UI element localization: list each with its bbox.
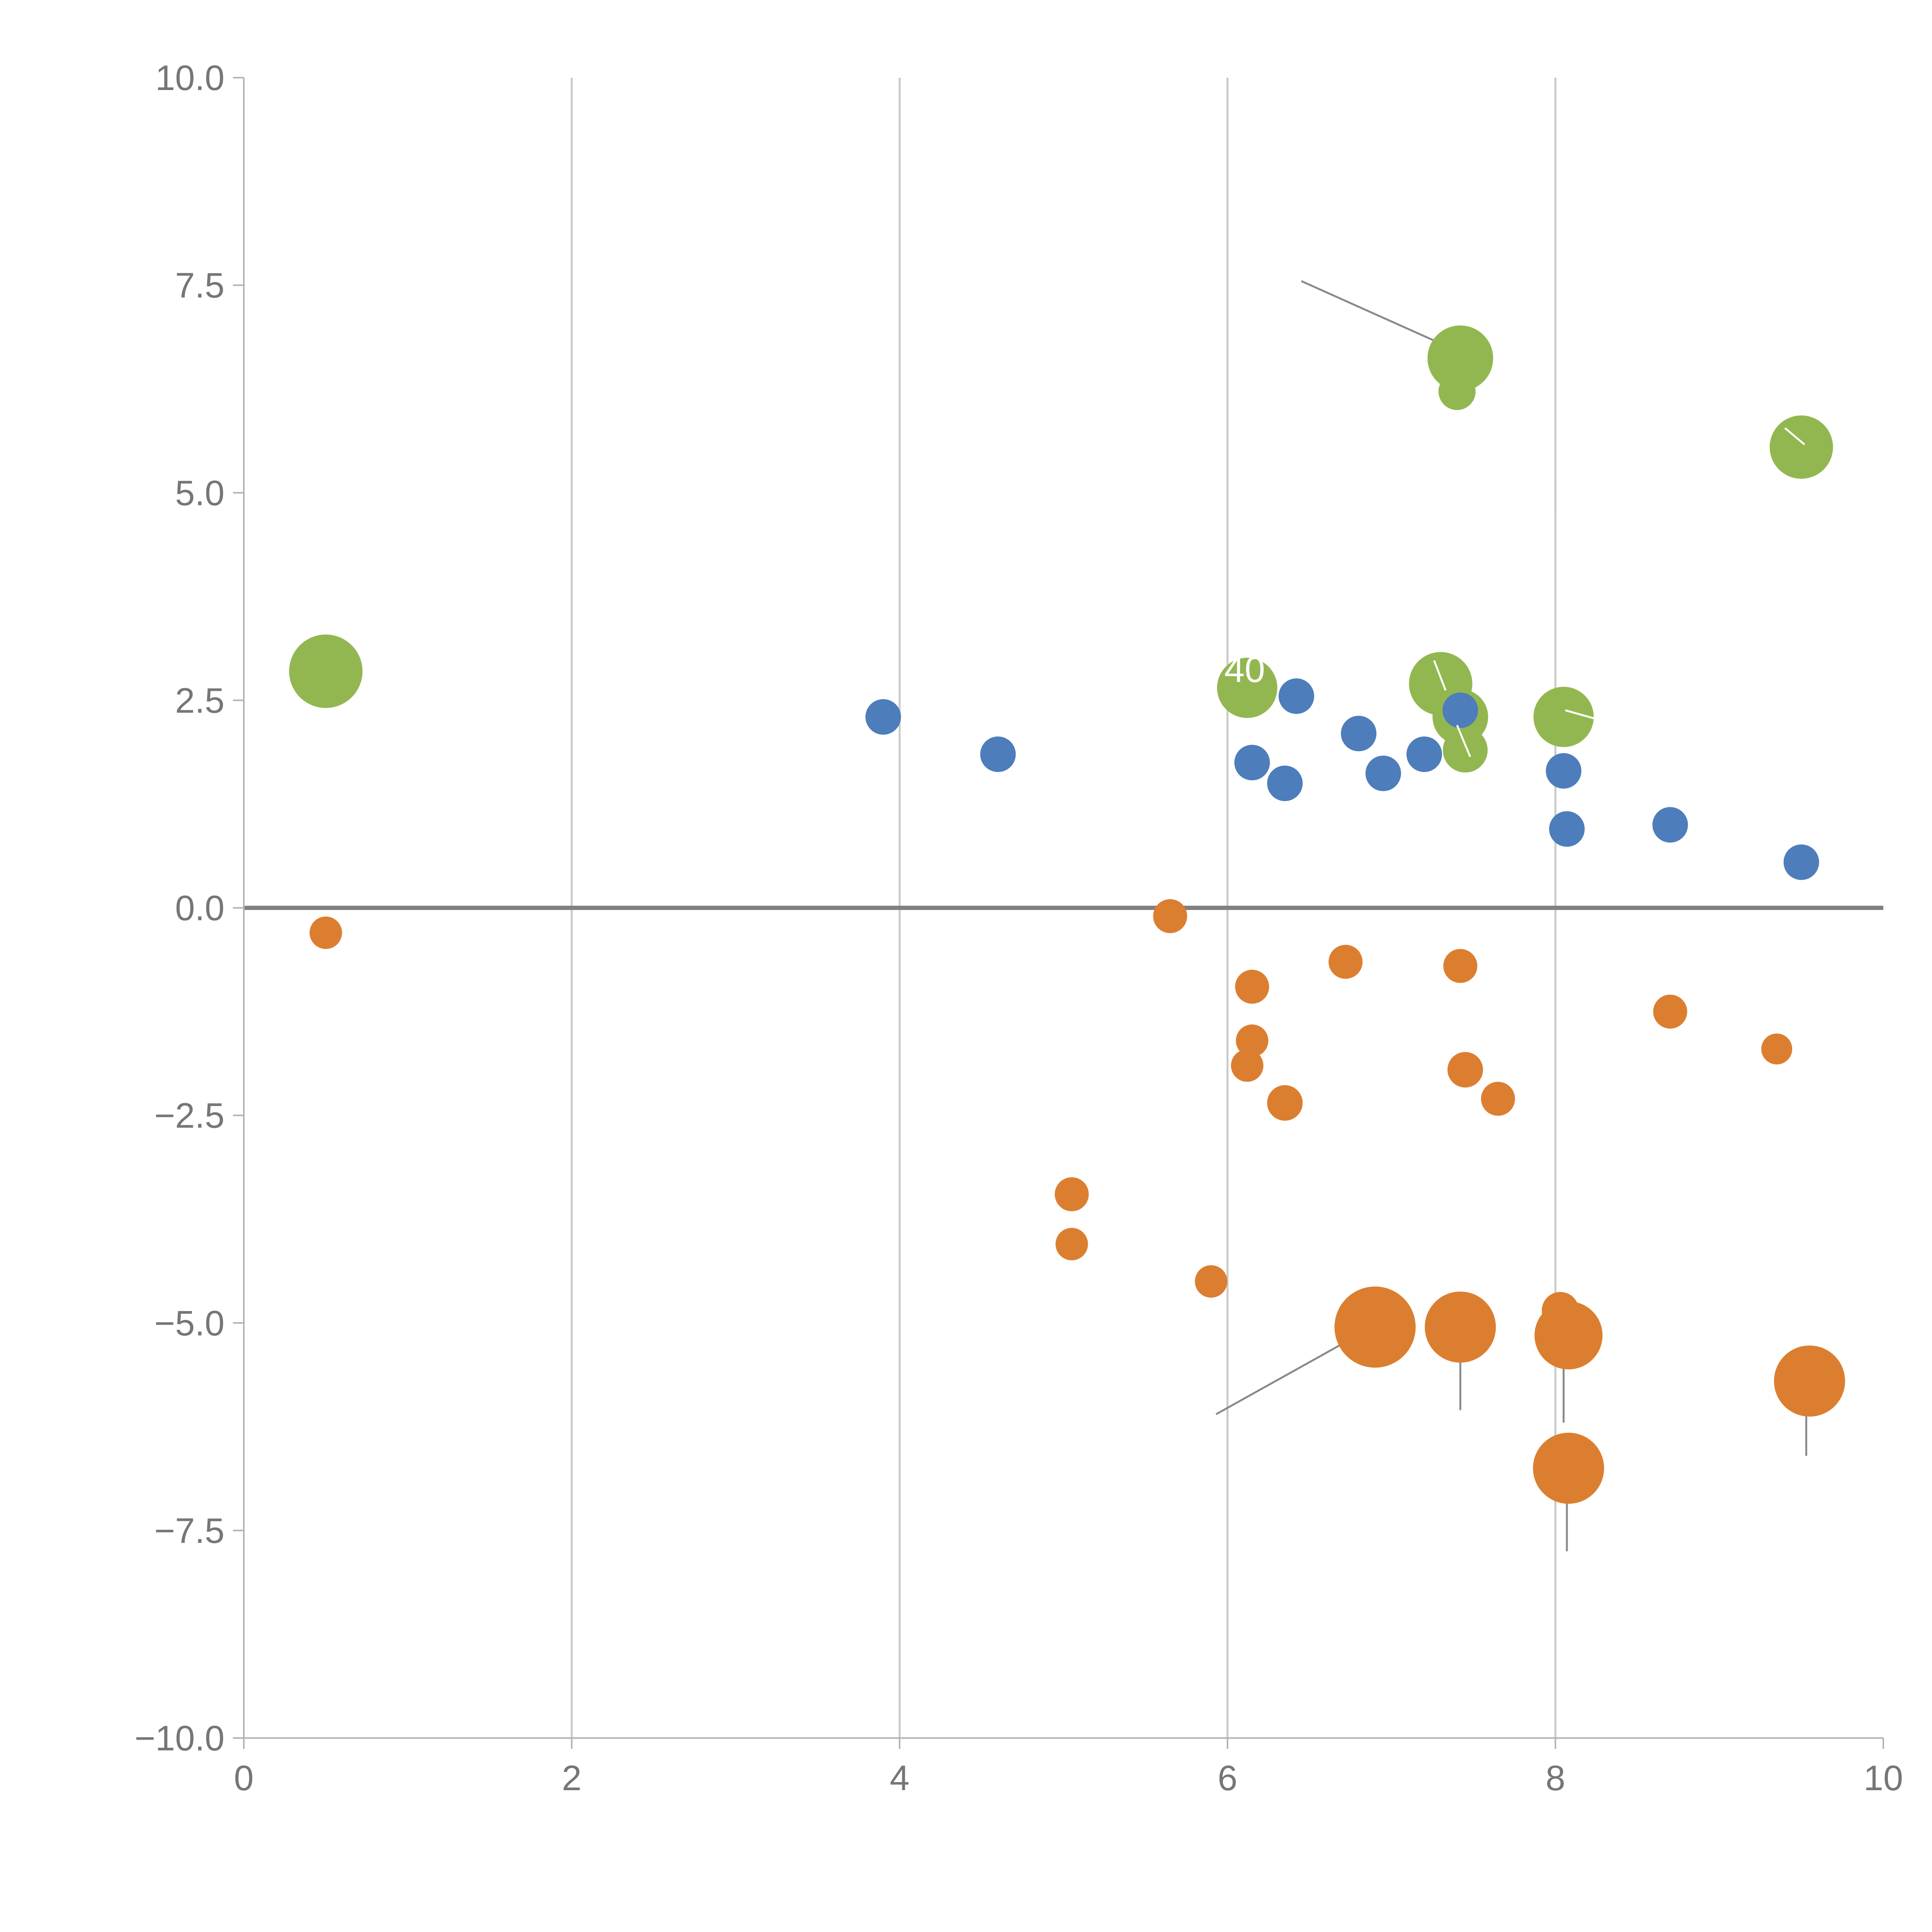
scatter-point-orange <box>1054 1177 1089 1211</box>
scatter-point-blue <box>1279 678 1315 714</box>
scatter-point-green <box>289 634 363 708</box>
y-tick-label: −7.5 <box>154 1511 224 1551</box>
scatter-point-blue <box>1267 765 1303 801</box>
x-tick-label: 8 <box>1546 1759 1565 1798</box>
scatter-point-orange <box>1235 969 1269 1004</box>
y-tick-label: −2.5 <box>154 1096 224 1136</box>
scatter-point-orange <box>1761 1033 1793 1065</box>
scatter-point-blue <box>1783 844 1819 880</box>
scatter-point-orange <box>310 916 342 949</box>
scatter-point-orange <box>1334 1286 1416 1368</box>
x-tick-label: 10 <box>1864 1759 1903 1798</box>
scatter-point-blue <box>1652 807 1688 843</box>
scatter-point-orange <box>1055 1228 1088 1260</box>
scatter-point-blue <box>1365 755 1401 791</box>
scatter-point-orange <box>1328 945 1363 979</box>
scatter-point-orange <box>1195 1265 1228 1298</box>
scatter-point-orange <box>1231 1049 1264 1082</box>
scatter-point-orange <box>1534 1301 1603 1369</box>
y-tick-label: −10.0 <box>134 1719 224 1758</box>
y-tick-label: 2.5 <box>175 681 224 720</box>
x-tick-label: 2 <box>562 1759 582 1798</box>
scatter-point-orange <box>1533 1432 1604 1504</box>
point-label: 40 <box>1224 649 1265 690</box>
y-tick-label: 7.5 <box>175 266 224 305</box>
scatter-point-blue <box>1341 716 1377 752</box>
scatter-point-blue <box>1442 692 1478 728</box>
scatter-point-orange <box>1774 1345 1845 1417</box>
y-tick-label: 5.0 <box>175 473 224 513</box>
scatter-point-blue <box>1406 736 1442 772</box>
scatter-point-orange <box>1153 899 1187 933</box>
scatter-point-blue <box>1549 811 1585 847</box>
x-tick-label: 0 <box>234 1759 253 1798</box>
annotation-line-over <box>1784 427 1805 446</box>
y-tick-label: −5.0 <box>154 1304 224 1343</box>
scatter-point-green <box>1443 728 1488 773</box>
scatter-point-blue <box>1234 745 1270 781</box>
scatter-point-green <box>1438 373 1476 410</box>
x-tick-label: 4 <box>890 1759 910 1798</box>
y-tick-label: 0.0 <box>175 889 224 928</box>
annotation-line <box>1301 280 1444 346</box>
annotation-line <box>1215 1332 1362 1415</box>
y-tick-label: 10.0 <box>155 58 224 98</box>
scatter-point-orange <box>1267 1085 1303 1121</box>
scatter-point-blue <box>980 736 1016 772</box>
x-tick-label: 6 <box>1218 1759 1237 1798</box>
scatter-point-orange <box>1236 1024 1269 1057</box>
scatter-point-orange <box>1447 1052 1483 1088</box>
scatter-point-orange <box>1443 949 1478 983</box>
scatter-point-green <box>1217 658 1277 718</box>
annotation-line-over <box>1433 660 1447 691</box>
annotation-line-over <box>1565 709 1595 720</box>
scatter-point-blue <box>1546 753 1582 789</box>
scatter-point-green <box>1533 687 1594 747</box>
scatter-point-orange <box>1481 1082 1515 1116</box>
scatter-point-green <box>1769 415 1833 479</box>
annotation-line-over <box>1456 724 1471 757</box>
scatter-point-blue <box>865 699 901 735</box>
scatter-point-green <box>1427 325 1493 391</box>
scatter-point-orange <box>1653 995 1687 1029</box>
scatter-point-orange <box>1425 1291 1496 1363</box>
